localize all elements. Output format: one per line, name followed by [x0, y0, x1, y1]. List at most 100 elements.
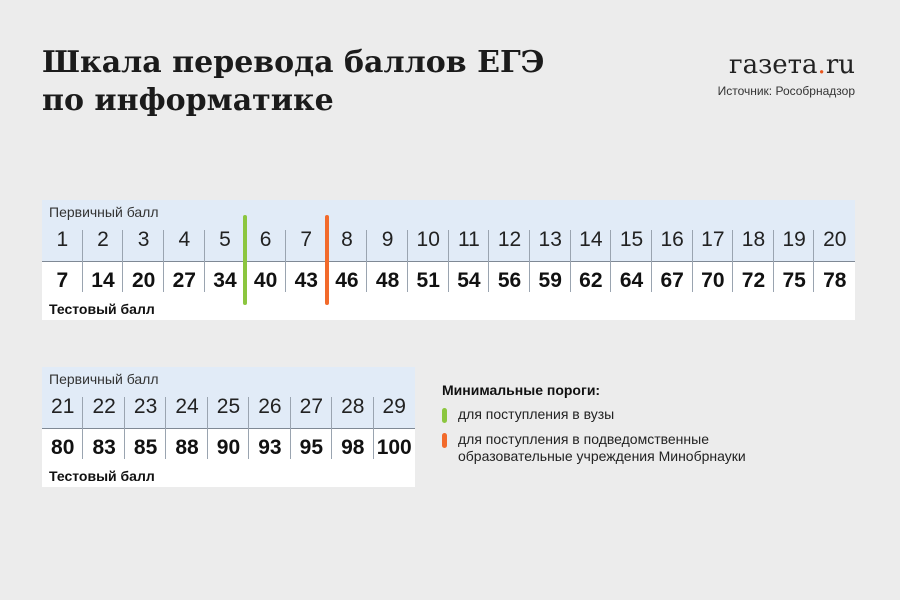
- page-title: Шкала перевода баллов ЕГЭ по информатике: [42, 44, 602, 120]
- primary-score: 18: [741, 228, 766, 251]
- axis-line: [42, 428, 415, 429]
- cell-divider: [447, 230, 449, 292]
- primary-score: 1: [56, 228, 69, 251]
- cell-divider: [488, 230, 490, 292]
- primary-score: 21: [51, 395, 75, 418]
- primary-score: 14: [579, 228, 603, 251]
- test-label: Тестовый балл: [49, 301, 155, 317]
- score-cell: 5 34: [205, 226, 246, 296]
- score-cell: 10 51: [408, 226, 449, 296]
- legend: Минимальные пороги: для поступления в ву…: [442, 382, 746, 465]
- test-score: 72: [741, 269, 766, 292]
- score-cell: 2 14: [83, 226, 124, 296]
- primary-label: Первичный балл: [49, 204, 159, 220]
- cell-divider: [772, 230, 774, 292]
- cell-divider: [569, 230, 571, 292]
- test-score: 51: [416, 269, 440, 292]
- test-score: 90: [216, 436, 241, 459]
- primary-score: 7: [300, 228, 313, 251]
- cells-row-1: 1 7 2 14 3 20 4 27 5 34 6 40 7 43 8 46 9 48 10 51 11 54 12 56 13…: [42, 226, 855, 296]
- test-score: 14: [91, 269, 115, 292]
- cell-divider: [123, 397, 125, 459]
- score-cell: 16 67: [652, 226, 693, 296]
- score-cell: 20 78: [814, 226, 855, 296]
- cell-divider: [732, 230, 734, 292]
- cell-divider: [691, 230, 693, 292]
- score-cell: 26 93: [249, 393, 291, 463]
- test-score: 59: [538, 269, 562, 292]
- primary-score: 3: [137, 228, 150, 251]
- score-cell: 8 46: [327, 226, 368, 296]
- legend-orange-label-2: образовательные учреждения Минобрнауки: [458, 448, 746, 464]
- test-score: 48: [375, 269, 400, 292]
- primary-score: 6: [259, 228, 272, 251]
- cell-divider: [331, 397, 333, 459]
- legend-orange-label-1: для поступления в подведомственные: [458, 431, 709, 447]
- score-cell: 23 85: [125, 393, 167, 463]
- cell-divider: [813, 230, 815, 292]
- score-cell: 22 83: [83, 393, 125, 463]
- green-threshold-line: [243, 215, 248, 305]
- cell-divider: [284, 230, 286, 292]
- primary-score: 16: [660, 228, 684, 251]
- test-score: 67: [660, 269, 684, 292]
- test-score: 27: [172, 269, 196, 292]
- cell-divider: [162, 230, 164, 292]
- legend-green-label: для поступления в вузы: [458, 406, 615, 422]
- primary-score: 12: [497, 228, 522, 251]
- cell-divider: [81, 230, 83, 292]
- primary-score: 27: [299, 395, 324, 418]
- primary-score: 9: [381, 228, 394, 251]
- cell-divider: [372, 397, 374, 459]
- test-score: 85: [133, 436, 158, 459]
- score-cell: 28 98: [332, 393, 374, 463]
- test-band: [42, 428, 415, 487]
- cell-divider: [650, 230, 652, 292]
- logo: газета.ru: [729, 50, 855, 80]
- primary-score: 20: [823, 228, 847, 251]
- cell-divider: [206, 397, 208, 459]
- score-cell: 27 95: [291, 393, 333, 463]
- title-line-1: Шкала перевода баллов ЕГЭ: [42, 45, 545, 80]
- cells-row-2: 21 80 22 83 23 85 24 88 25 90 26 93 27 95 28 98 29 100: [42, 393, 415, 463]
- score-cell: 6 40: [245, 226, 286, 296]
- test-score: 54: [457, 269, 481, 292]
- primary-score: 5: [219, 228, 231, 251]
- test-score: 43: [294, 269, 318, 292]
- green-threshold-marker: [442, 408, 447, 423]
- primary-score: 10: [416, 228, 440, 251]
- cell-divider: [203, 230, 205, 292]
- logo-main: газета: [728, 50, 818, 80]
- score-cell: 13 59: [530, 226, 571, 296]
- score-cell: 24 88: [166, 393, 208, 463]
- test-score: 20: [131, 269, 156, 292]
- test-score: 100: [376, 436, 412, 459]
- primary-score: 24: [175, 395, 199, 418]
- test-label: Тестовый балл: [49, 468, 155, 484]
- score-cell: 29 100: [374, 393, 415, 463]
- test-score: 75: [782, 269, 806, 292]
- test-score: 56: [497, 269, 522, 292]
- primary-score: 23: [133, 395, 158, 418]
- cell-divider: [165, 397, 167, 459]
- score-cell: 15 64: [611, 226, 652, 296]
- primary-score: 17: [701, 228, 725, 251]
- score-cell: 3 20: [123, 226, 164, 296]
- primary-score: 15: [619, 228, 644, 251]
- test-score: 88: [175, 436, 199, 459]
- test-score: 80: [51, 436, 75, 459]
- test-score: 83: [92, 436, 116, 459]
- primary-score: 22: [92, 395, 116, 418]
- test-score: 64: [619, 269, 644, 292]
- cell-divider: [82, 397, 84, 459]
- score-cell: 17 70: [693, 226, 734, 296]
- primary-score: 29: [382, 395, 406, 418]
- cell-divider: [528, 230, 530, 292]
- cell-divider: [289, 397, 291, 459]
- legend-title: Минимальные пороги:: [442, 382, 601, 398]
- primary-score: 25: [216, 395, 241, 418]
- score-cell: 21 80: [42, 393, 84, 463]
- score-table-2: Первичный балл 21 80 22 83 23 85 24 88 25 90 26 93 2…: [42, 367, 415, 487]
- test-score: 98: [341, 436, 365, 459]
